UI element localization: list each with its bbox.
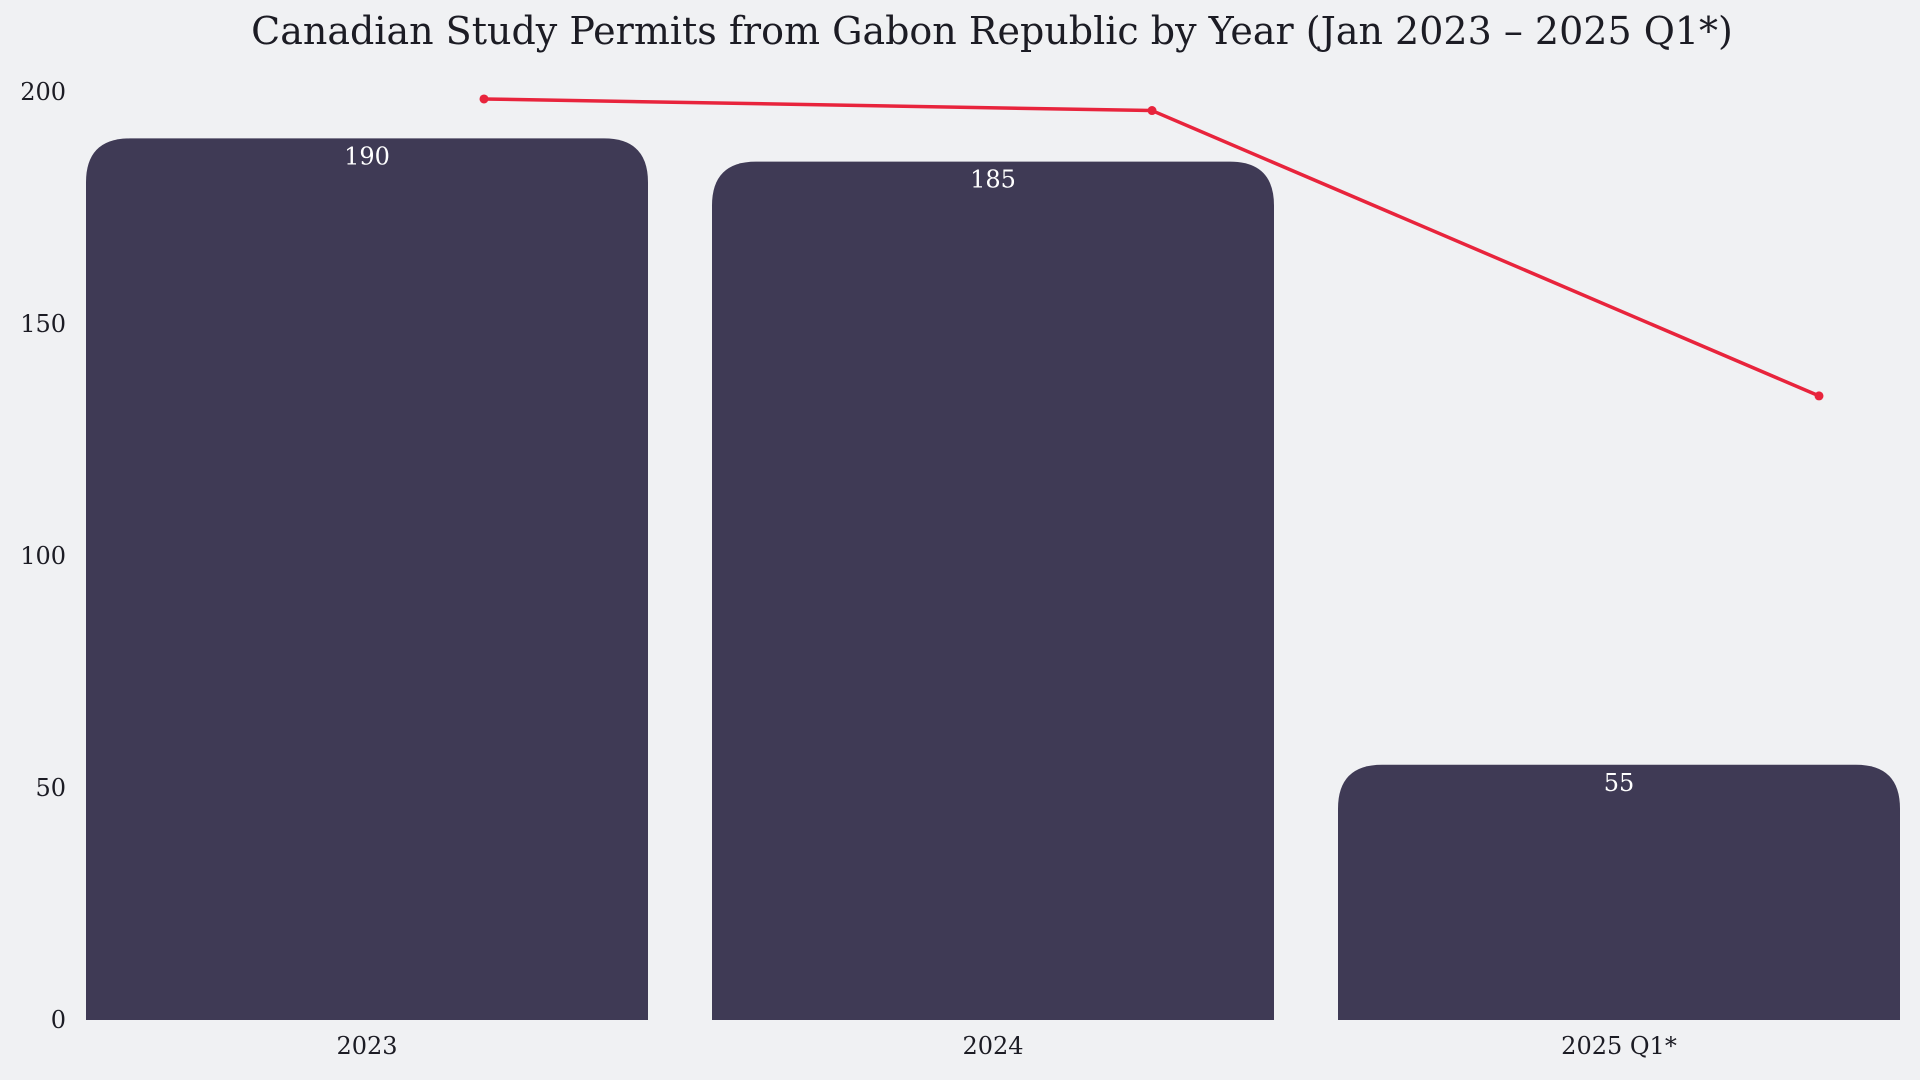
y-tick-label: 150 <box>20 310 66 338</box>
y-axis: 0 50 100 150 200 <box>20 78 66 1034</box>
chart-title: Canadian Study Permits from Gabon Republ… <box>251 9 1733 53</box>
bar <box>712 161 1274 1021</box>
trend-line-point <box>1814 391 1824 401</box>
bar-data-labels: 190 185 55 <box>344 142 1634 796</box>
y-tick-label: 100 <box>20 542 66 570</box>
bar <box>1338 764 1900 1020</box>
bar-data-label: 190 <box>344 142 390 170</box>
y-tick-label: 50 <box>35 774 66 802</box>
x-tick-label: 2025 Q1* <box>1561 1032 1677 1060</box>
bar <box>86 138 648 1020</box>
bar-data-label: 55 <box>1604 769 1635 797</box>
trend-line-series <box>479 94 1824 401</box>
x-tick-label: 2024 <box>962 1032 1023 1060</box>
y-tick-label: 200 <box>20 78 66 106</box>
bar-series <box>86 138 1900 1021</box>
trend-line-point <box>1147 106 1157 116</box>
x-axis: 2023 2024 2025 Q1* <box>336 1032 1676 1060</box>
trend-line-point <box>479 94 489 104</box>
x-tick-label: 2023 <box>336 1032 397 1060</box>
bar-data-label: 185 <box>970 166 1016 194</box>
y-tick-label: 0 <box>51 1006 66 1034</box>
